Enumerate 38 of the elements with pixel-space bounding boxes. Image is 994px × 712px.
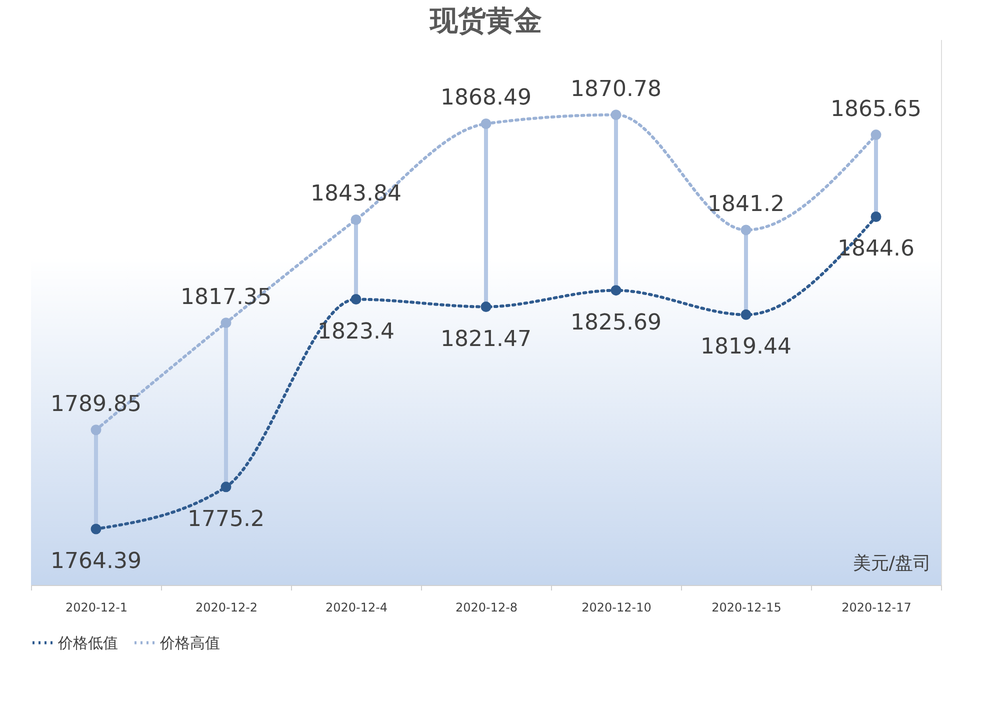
point	[740, 309, 752, 320]
data-label: 1764.39	[50, 548, 142, 574]
data-label: 1823.4	[318, 319, 394, 344]
data-label: 1821.47	[440, 326, 532, 352]
point	[90, 524, 102, 534]
x-tick-label: 2020-12-1	[65, 600, 128, 614]
legend-label: 价格低值	[57, 634, 118, 652]
point	[480, 302, 492, 312]
point	[220, 482, 232, 492]
data-label: 1817.35	[180, 284, 272, 310]
x-tick-label: 2020-12-17	[842, 600, 912, 614]
point	[870, 212, 882, 222]
data-label: 1841.2	[708, 192, 784, 217]
x-tick-label: 2020-12-15	[712, 600, 782, 614]
data-label: 1819.44	[700, 334, 792, 360]
point	[220, 318, 232, 328]
data-label: 1789.85	[50, 392, 142, 417]
chart-title: 现货黄金	[429, 4, 542, 37]
point	[350, 294, 362, 304]
point	[870, 130, 882, 140]
data-label: 1870.78	[570, 76, 662, 102]
point	[740, 224, 752, 236]
point	[480, 118, 492, 129]
legend-label: 价格高值	[159, 634, 220, 652]
data-label: 1868.49	[440, 86, 532, 111]
point	[90, 424, 102, 436]
text: 美元/盘司	[852, 553, 931, 574]
data-label: 1775.2	[188, 506, 264, 532]
data-label: 1843.84	[310, 182, 402, 207]
data-label: 1865.65	[830, 96, 922, 122]
point	[610, 110, 622, 120]
x-tick-label: 2020-12-10	[582, 600, 652, 614]
point	[350, 214, 362, 225]
data-label: 1825.69	[570, 310, 662, 336]
x-tick-label: 2020-12-2	[195, 600, 258, 614]
x-tick-label: 2020-12-4	[325, 600, 388, 614]
x-tick-label: 2020-12-8	[455, 600, 518, 614]
point	[610, 285, 622, 296]
